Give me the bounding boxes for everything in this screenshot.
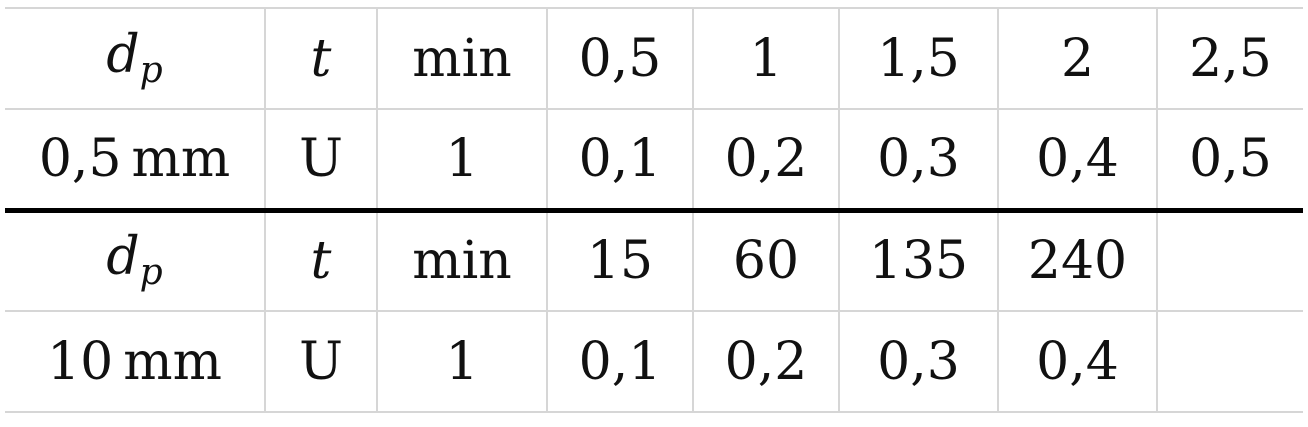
diameter-value: 10	[47, 331, 114, 392]
cell-value: 0,2	[692, 108, 840, 211]
cell-value: 2,5	[1156, 7, 1303, 110]
cell-value: 60	[692, 207, 840, 312]
cell-value: 0,4	[997, 310, 1158, 413]
cell-value: 135	[838, 207, 999, 312]
diameter-value: 0,5	[38, 128, 122, 189]
cell-diameter: 0,5 mm	[5, 108, 266, 211]
cell-t-symbol: t	[264, 7, 378, 110]
table-row-block1-header: dp t min 0,5 1 1,5 2 2,5	[5, 7, 1303, 110]
cell-value: 240	[997, 207, 1158, 312]
cell-value: 0,3	[838, 310, 999, 413]
cell-value: 0,4	[997, 108, 1158, 211]
d-symbol: d	[106, 24, 140, 85]
cell-dp-symbol: dp	[5, 7, 266, 110]
cell-value: 2	[997, 7, 1158, 110]
cell-value: 0,2	[692, 310, 840, 413]
d-symbol: d	[106, 227, 140, 288]
cell-unit: 1	[376, 310, 548, 413]
cell-symbol: U	[264, 310, 378, 413]
table-row-block1-data: 0,5 mm U 1 0,1 0,2 0,3 0,4 0,5	[5, 108, 1303, 211]
cell-value	[1156, 207, 1303, 312]
cell-dp-symbol: dp	[5, 207, 266, 312]
p-subscript: p	[139, 49, 163, 91]
table-row-block2-header: dp t min 15 60 135 240	[5, 207, 1303, 312]
table-row-block2-data: 10 mm U 1 0,1 0,2 0,3 0,4	[5, 310, 1303, 413]
p-subscript: p	[139, 252, 163, 294]
cell-value: 15	[546, 207, 694, 312]
cell-unit: min	[376, 207, 548, 312]
cell-value: 0,1	[546, 108, 694, 211]
cell-unit: min	[376, 7, 548, 110]
cell-value: 0,5	[1156, 108, 1303, 211]
cell-value: 0,3	[838, 108, 999, 211]
diameter-unit: mm	[123, 331, 222, 392]
diameter-unit: mm	[131, 128, 231, 189]
cell-t-symbol: t	[264, 207, 378, 312]
cell-value: 0,1	[546, 310, 694, 413]
measurement-table: dp t min 0,5 1 1,5 2 2,5 0,5 mm U 1 0,1 0…	[5, 7, 1303, 413]
cell-value: 1,5	[838, 7, 999, 110]
cell-value	[1156, 310, 1303, 413]
cell-symbol: U	[264, 108, 378, 211]
cell-unit: 1	[376, 108, 548, 211]
t-symbol: t	[310, 28, 332, 89]
t-symbol: t	[310, 231, 332, 292]
cell-value: 0,5	[546, 7, 694, 110]
cell-diameter: 10 mm	[5, 310, 266, 413]
cell-value: 1	[692, 7, 840, 110]
